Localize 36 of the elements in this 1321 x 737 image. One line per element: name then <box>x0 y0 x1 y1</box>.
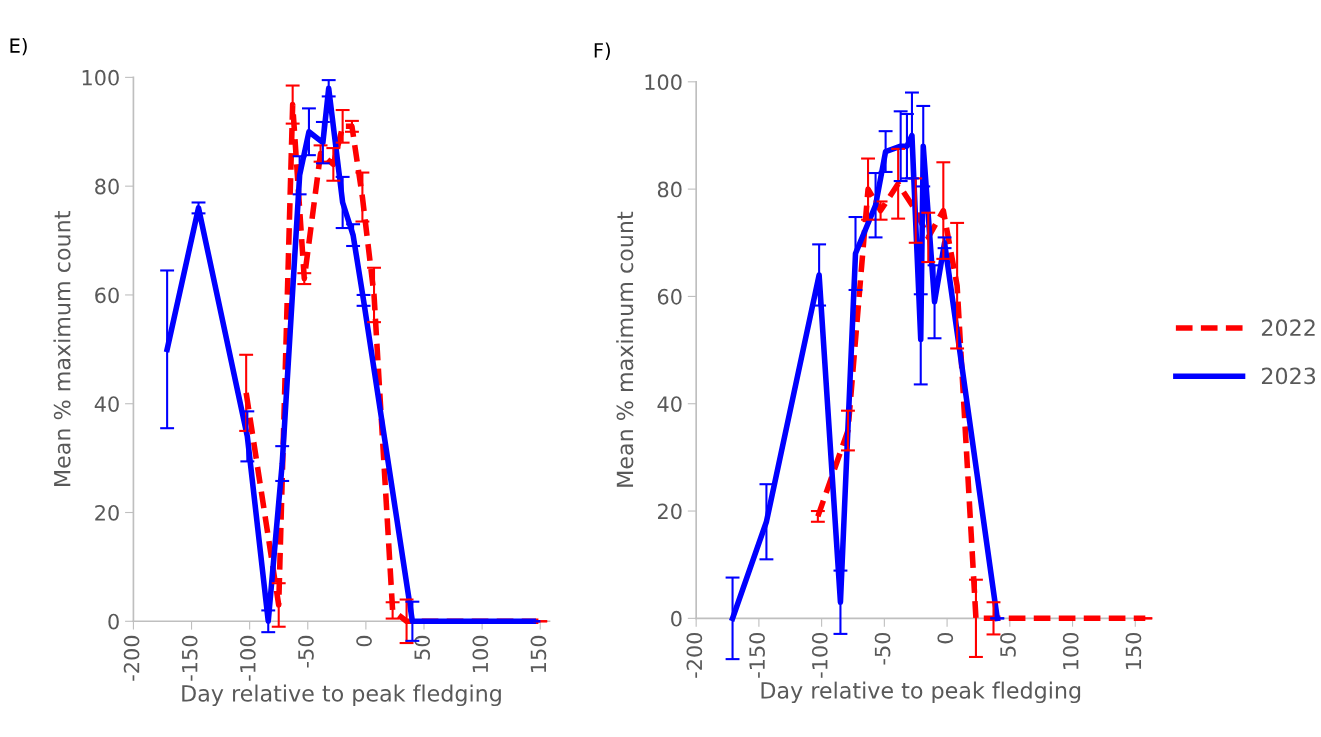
x-tick-label: -150 <box>749 632 765 678</box>
y-axis-title: Mean % maximum count <box>53 211 71 486</box>
y-tick-label: 100 <box>82 69 119 86</box>
x-tick-label: 100 <box>472 635 489 672</box>
y-axis-title: Mean % maximum count <box>616 211 634 487</box>
x-axis-title: Day relative to peak fledging <box>761 681 1081 704</box>
y-tick-label: 40 <box>657 396 682 412</box>
x-tick-label: 150 <box>1125 632 1142 670</box>
x-tick-label: -200 <box>686 632 703 678</box>
y-tick-label: 60 <box>657 288 682 305</box>
chart-title: E) <box>10 37 27 56</box>
y-tick-label: 20 <box>95 504 119 521</box>
y-tick-label: 80 <box>95 178 119 195</box>
x-tick-label: -100 <box>811 632 828 678</box>
legend-label: 2023 <box>1261 367 1316 385</box>
x-tick-label: 50 <box>1000 632 1016 657</box>
y-tick-label: 20 <box>657 503 682 520</box>
x-tick-label: -200 <box>123 635 140 681</box>
x-tick-label: 100 <box>1062 632 1079 670</box>
x-tick-label: 150 <box>530 635 547 672</box>
legend-label: 2022 <box>1261 319 1315 337</box>
x-tick-label: 0 <box>356 635 372 647</box>
y-tick-label: 60 <box>95 287 119 304</box>
x-axis-title: Day relative to peak fledging <box>182 684 501 707</box>
chart-title: F) <box>594 42 610 60</box>
y-tick-label: 100 <box>645 74 682 91</box>
x-tick-label: 50 <box>414 635 431 660</box>
x-tick-label: 0 <box>937 632 954 644</box>
x-tick-label: -50 <box>874 632 891 665</box>
x-tick-label: -100 <box>239 635 256 681</box>
y-tick-label: 40 <box>94 396 119 412</box>
x-tick-label: -150 <box>181 635 198 681</box>
x-tick-label: -50 <box>298 635 314 668</box>
y-tick-label: 0 <box>671 610 682 627</box>
y-tick-label: 0 <box>108 613 119 630</box>
y-tick-label: 80 <box>657 181 682 198</box>
